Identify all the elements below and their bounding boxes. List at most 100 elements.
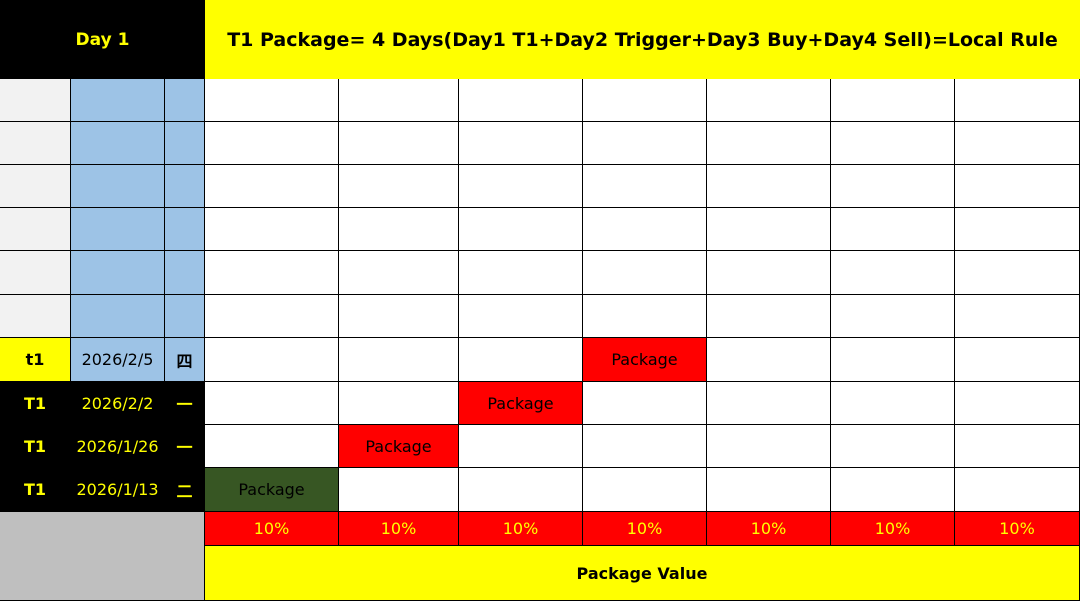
- row-date-cell[interactable]: 2026/2/2: [71, 382, 165, 425]
- package-cell[interactable]: Package: [583, 338, 707, 382]
- grid-cell[interactable]: [205, 122, 339, 165]
- row-weekday-cell[interactable]: 二: [165, 468, 205, 512]
- grid-cell[interactable]: [831, 208, 955, 251]
- percent-cell[interactable]: 10%: [205, 512, 339, 546]
- percent-cell[interactable]: 10%: [459, 512, 583, 546]
- blank-code-cell[interactable]: [0, 79, 71, 122]
- grid-cell[interactable]: [459, 251, 583, 295]
- grid-cell[interactable]: [339, 79, 459, 122]
- grid-cell[interactable]: [339, 165, 459, 208]
- row-weekday-cell[interactable]: 一: [165, 382, 205, 425]
- grid-cell[interactable]: [583, 165, 707, 208]
- blank-weekday-cell[interactable]: [165, 165, 205, 208]
- blank-weekday-cell[interactable]: [165, 122, 205, 165]
- grid-cell[interactable]: [831, 122, 955, 165]
- grid-cell[interactable]: [831, 338, 955, 382]
- grid-cell[interactable]: [831, 165, 955, 208]
- grid-cell[interactable]: [339, 382, 459, 425]
- grid-cell[interactable]: [583, 79, 707, 122]
- row-code-cell[interactable]: T1: [0, 468, 71, 512]
- grid-cell[interactable]: [583, 468, 707, 512]
- grid-cell[interactable]: [831, 468, 955, 512]
- grid-cell[interactable]: [707, 382, 831, 425]
- grid-cell[interactable]: [831, 425, 955, 468]
- grid-cell[interactable]: [459, 338, 583, 382]
- grid-cell[interactable]: [339, 338, 459, 382]
- blank-weekday-cell[interactable]: [165, 208, 205, 251]
- grid-cell[interactable]: [831, 79, 955, 122]
- grid-cell[interactable]: [205, 338, 339, 382]
- grid-cell[interactable]: [205, 295, 339, 338]
- grid-cell[interactable]: [955, 208, 1080, 251]
- row-code-cell[interactable]: T1: [0, 382, 71, 425]
- grid-cell[interactable]: [955, 295, 1080, 338]
- blank-code-cell[interactable]: [0, 251, 71, 295]
- row-code-cell[interactable]: T1: [0, 425, 71, 468]
- grid-cell[interactable]: [955, 79, 1080, 122]
- grid-cell[interactable]: [955, 338, 1080, 382]
- grid-cell[interactable]: [955, 122, 1080, 165]
- grid-cell[interactable]: [583, 382, 707, 425]
- blank-code-cell[interactable]: [0, 165, 71, 208]
- grid-cell[interactable]: [205, 382, 339, 425]
- row-weekday-cell[interactable]: 四: [165, 338, 205, 382]
- blank-weekday-cell[interactable]: [165, 295, 205, 338]
- grid-cell[interactable]: [955, 382, 1080, 425]
- grid-cell[interactable]: [831, 251, 955, 295]
- blank-date-cell[interactable]: [71, 208, 165, 251]
- grid-cell[interactable]: [831, 295, 955, 338]
- day-label-cell[interactable]: Day 1: [0, 0, 205, 79]
- grid-cell[interactable]: [339, 468, 459, 512]
- grid-cell[interactable]: [205, 208, 339, 251]
- row-date-cell[interactable]: 2026/2/5: [71, 338, 165, 382]
- percent-cell[interactable]: 10%: [955, 512, 1080, 546]
- grid-cell[interactable]: [339, 122, 459, 165]
- gray-summary-cell[interactable]: [0, 512, 205, 601]
- blank-code-cell[interactable]: [0, 122, 71, 165]
- grid-cell[interactable]: [459, 79, 583, 122]
- grid-cell[interactable]: [339, 208, 459, 251]
- grid-cell[interactable]: [707, 338, 831, 382]
- blank-date-cell[interactable]: [71, 122, 165, 165]
- grid-cell[interactable]: [707, 251, 831, 295]
- grid-cell[interactable]: [707, 122, 831, 165]
- package-cell[interactable]: Package: [205, 468, 339, 512]
- grid-cell[interactable]: [205, 165, 339, 208]
- grid-cell[interactable]: [707, 208, 831, 251]
- grid-cell[interactable]: [459, 468, 583, 512]
- grid-cell[interactable]: [707, 295, 831, 338]
- row-code-cell[interactable]: t1: [0, 338, 71, 382]
- grid-cell[interactable]: [707, 425, 831, 468]
- grid-cell[interactable]: [205, 425, 339, 468]
- row-date-cell[interactable]: 2026/1/13: [71, 468, 165, 512]
- blank-date-cell[interactable]: [71, 165, 165, 208]
- blank-code-cell[interactable]: [0, 208, 71, 251]
- grid-cell[interactable]: [831, 382, 955, 425]
- grid-cell[interactable]: [339, 251, 459, 295]
- grid-cell[interactable]: [583, 295, 707, 338]
- grid-cell[interactable]: [955, 425, 1080, 468]
- blank-date-cell[interactable]: [71, 79, 165, 122]
- package-value-cell[interactable]: Package Value: [205, 546, 1080, 601]
- percent-cell[interactable]: 10%: [831, 512, 955, 546]
- grid-cell[interactable]: [459, 295, 583, 338]
- blank-code-cell[interactable]: [0, 295, 71, 338]
- grid-cell[interactable]: [459, 208, 583, 251]
- grid-cell[interactable]: [205, 251, 339, 295]
- grid-cell[interactable]: [205, 79, 339, 122]
- grid-cell[interactable]: [459, 425, 583, 468]
- grid-cell[interactable]: [583, 425, 707, 468]
- grid-cell[interactable]: [583, 251, 707, 295]
- grid-cell[interactable]: [707, 79, 831, 122]
- grid-cell[interactable]: [707, 468, 831, 512]
- blank-weekday-cell[interactable]: [165, 251, 205, 295]
- package-cell[interactable]: Package: [339, 425, 459, 468]
- percent-cell[interactable]: 10%: [583, 512, 707, 546]
- grid-cell[interactable]: [459, 165, 583, 208]
- title-cell[interactable]: T1 Package= 4 Days(Day1 T1+Day2 Trigger+…: [205, 0, 1080, 79]
- row-weekday-cell[interactable]: 一: [165, 425, 205, 468]
- blank-date-cell[interactable]: [71, 251, 165, 295]
- grid-cell[interactable]: [955, 468, 1080, 512]
- package-cell[interactable]: Package: [459, 382, 583, 425]
- grid-cell[interactable]: [339, 295, 459, 338]
